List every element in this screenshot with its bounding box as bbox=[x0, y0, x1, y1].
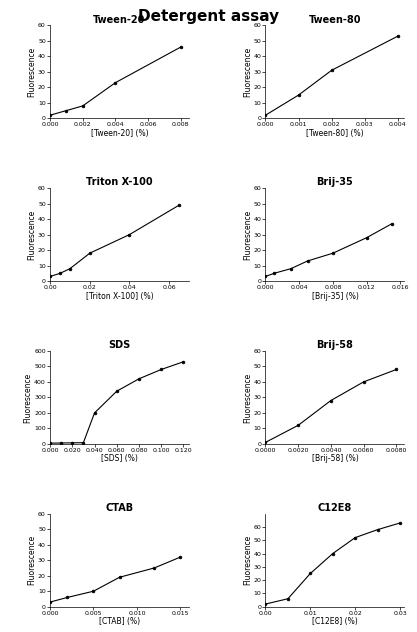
Y-axis label: Fluorescence: Fluorescence bbox=[243, 47, 252, 97]
X-axis label: [C12E8] (%): [C12E8] (%) bbox=[312, 617, 358, 626]
Y-axis label: Fluorescence: Fluorescence bbox=[243, 372, 252, 423]
Title: C12E8: C12E8 bbox=[318, 503, 352, 513]
Title: CTAB: CTAB bbox=[106, 503, 133, 513]
Y-axis label: Fluorescence: Fluorescence bbox=[243, 535, 252, 585]
X-axis label: [CTAB] (%): [CTAB] (%) bbox=[99, 617, 140, 626]
Text: Detergent assay: Detergent assay bbox=[138, 9, 279, 25]
Y-axis label: Fluorescence: Fluorescence bbox=[28, 209, 37, 260]
Y-axis label: Fluorescence: Fluorescence bbox=[24, 372, 33, 423]
X-axis label: [Brij-58] (%): [Brij-58] (%) bbox=[311, 454, 358, 463]
X-axis label: [Tween-80] (%): [Tween-80] (%) bbox=[306, 129, 364, 138]
X-axis label: [Brij-35] (%): [Brij-35] (%) bbox=[311, 292, 359, 301]
Title: Brij-58: Brij-58 bbox=[317, 340, 354, 350]
X-axis label: [Triton X-100] (%): [Triton X-100] (%) bbox=[86, 292, 153, 301]
Title: SDS: SDS bbox=[108, 340, 131, 350]
X-axis label: [Tween-20] (%): [Tween-20] (%) bbox=[91, 129, 148, 138]
Title: Tween-80: Tween-80 bbox=[309, 15, 361, 25]
Title: Brij-35: Brij-35 bbox=[317, 178, 353, 187]
Y-axis label: Fluorescence: Fluorescence bbox=[28, 47, 37, 97]
Y-axis label: Fluorescence: Fluorescence bbox=[243, 209, 252, 260]
Title: Triton X-100: Triton X-100 bbox=[86, 178, 153, 187]
Y-axis label: Fluorescence: Fluorescence bbox=[28, 535, 37, 585]
X-axis label: [SDS] (%): [SDS] (%) bbox=[101, 454, 138, 463]
Title: Tween-20: Tween-20 bbox=[93, 15, 146, 25]
